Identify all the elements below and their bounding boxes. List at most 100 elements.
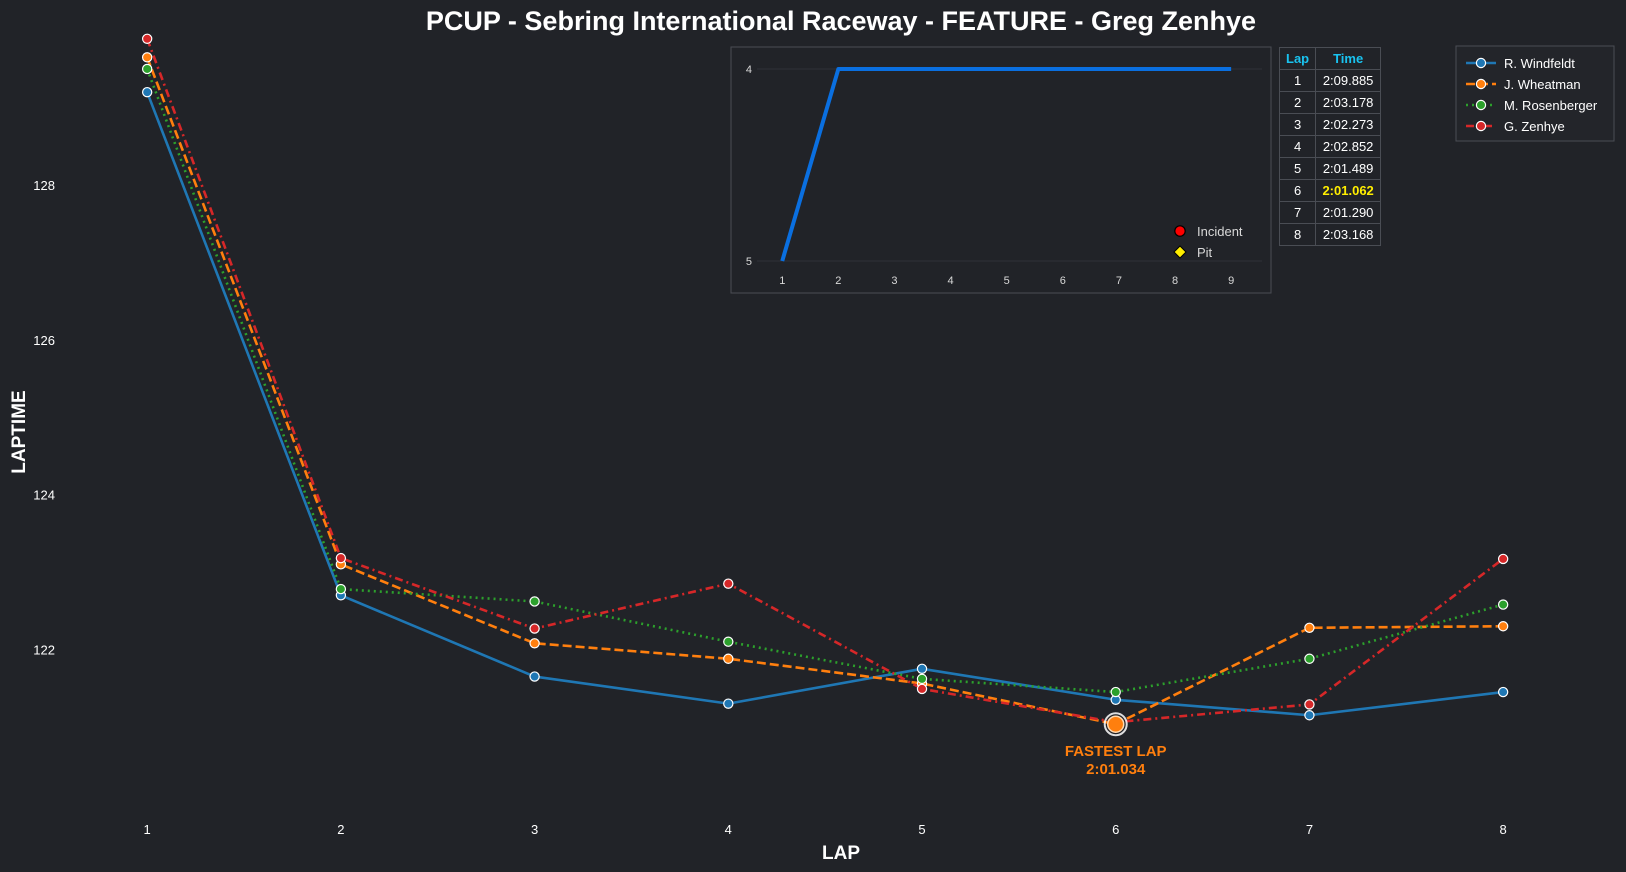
data-point <box>529 623 540 634</box>
lap-table-header: Lap Time <box>1278 47 1382 70</box>
inset-y-tick-label: 5 <box>746 256 752 268</box>
inset-legend-label: Pit <box>1197 245 1213 260</box>
data-point <box>141 86 153 98</box>
lap-number-cell: 5 <box>1278 157 1317 180</box>
x-tick-label: 1 <box>144 822 151 837</box>
legend-label: M. Rosenberger <box>1504 98 1598 113</box>
inset-x-tick-label: 7 <box>1116 275 1122 287</box>
data-point <box>529 671 540 682</box>
table-row: 2 2:03.178 <box>1278 91 1382 114</box>
legend-label: G. Zenhye <box>1504 119 1565 134</box>
y-tick-label: 124 <box>33 488 55 503</box>
inset-legend-label: Incident <box>1197 224 1243 239</box>
data-point <box>916 673 928 685</box>
lap-number-cell: 4 <box>1278 135 1317 158</box>
lap-time-cell: 2:02.852 <box>1315 135 1382 158</box>
lap-time-cell: 2:02.273 <box>1315 113 1382 136</box>
time-column-header: Time <box>1315 47 1382 70</box>
x-axis-label: LAP <box>822 843 860 864</box>
table-row: 7 2:01.290 <box>1278 201 1382 224</box>
inset-x-tick-label: 8 <box>1172 275 1178 287</box>
lap-number-cell: 8 <box>1278 223 1317 246</box>
legend-marker <box>1475 99 1487 111</box>
lap-time-cell: 2:03.178 <box>1315 91 1382 114</box>
chart-title: PCUP - Sebring International Raceway - F… <box>426 6 1256 36</box>
fastest-lap-value: 2:01.034 <box>1086 761 1146 778</box>
data-point <box>335 552 347 564</box>
inset-x-tick-label: 1 <box>779 275 785 287</box>
y-tick-label: 126 <box>33 333 55 348</box>
x-tick-label: 3 <box>531 822 538 837</box>
lap-time-cell: 2:03.168 <box>1315 223 1382 246</box>
data-point <box>1110 686 1121 698</box>
data-point <box>529 638 540 649</box>
fastest-lap-ring <box>1103 712 1128 737</box>
data-point <box>723 653 734 664</box>
inset-series-line <box>780 67 1232 262</box>
inset-frame <box>730 46 1272 294</box>
data-point <box>723 578 734 589</box>
inset-x-tick-label: 6 <box>1060 275 1066 287</box>
x-tick-label: 7 <box>1306 822 1313 837</box>
table-row: 3 2:02.273 <box>1278 113 1382 136</box>
data-point <box>1304 699 1315 710</box>
data-point <box>723 636 734 647</box>
lap-time-cell: 2:01.290 <box>1315 201 1382 224</box>
data-point <box>916 663 928 675</box>
y-tick-label: 122 <box>33 642 55 657</box>
data-point <box>141 63 153 75</box>
data-point <box>1304 622 1315 633</box>
inset-x-tick-label: 2 <box>835 275 841 287</box>
lap-table-body: 1 2:09.885 2 2:03.178 3 2:02.273 4 2:02.852 5 2:0… <box>1278 69 1382 246</box>
inset-series-lines <box>780 67 1232 262</box>
lap-number-cell: 1 <box>1278 69 1317 92</box>
lap-time-cell: 2:01.062 <box>1315 179 1382 202</box>
legend-marker <box>1475 57 1487 69</box>
data-point <box>1497 599 1509 610</box>
x-tick-label: 4 <box>725 822 732 837</box>
table-row: 4 2:02.852 <box>1278 135 1382 158</box>
position-inset-chart: 1 2 3 4 5 6 7 8 9 4 5 Incident Pit <box>730 46 1272 294</box>
lap-number-cell: 7 <box>1278 201 1317 224</box>
inset-x-tick-label: 5 <box>1004 275 1010 287</box>
lap-time-cell: 2:09.885 <box>1315 69 1382 92</box>
inset-legend: Incident Pit <box>1173 224 1243 260</box>
data-point <box>141 52 153 63</box>
data-point <box>1497 553 1509 565</box>
incident-marker-icon <box>1174 225 1186 237</box>
pit-marker-icon <box>1173 245 1187 259</box>
y-axis-label: LAPTIME <box>9 390 30 473</box>
fastest-lap-label: FASTEST LAP <box>1065 743 1167 760</box>
fastest-lap-marker <box>1106 715 1125 733</box>
lap-number-cell: 3 <box>1278 113 1317 136</box>
x-tick-label: 2 <box>337 822 344 837</box>
data-point <box>1304 710 1315 721</box>
data-point <box>1497 686 1509 698</box>
lap-column-header: Lap <box>1278 47 1317 70</box>
data-point <box>723 698 734 709</box>
series-lines <box>145 38 1504 726</box>
x-tick-label: 8 <box>1500 822 1507 837</box>
lap-number-cell: 6 <box>1278 179 1317 202</box>
legend-marker <box>1475 120 1487 132</box>
series-line <box>145 68 1504 694</box>
y-tick-label: 128 <box>33 178 55 193</box>
inset-x-tick-label: 3 <box>891 275 897 287</box>
inset-x-tick-label: 4 <box>948 275 954 287</box>
table-row: 5 2:01.489 <box>1278 157 1382 180</box>
inset-y-tick-label: 4 <box>746 64 752 76</box>
series-points <box>141 33 1509 730</box>
fastest-lap-annotation: FASTEST LAP 2:01.034 <box>1065 712 1167 778</box>
data-point <box>529 596 540 607</box>
lap-number-cell: 2 <box>1278 91 1317 114</box>
series-line <box>145 56 1504 726</box>
series-line <box>145 91 1504 717</box>
data-point <box>335 583 347 595</box>
x-tick-label: 5 <box>918 822 925 837</box>
legend-label: R. Windfeldt <box>1504 56 1575 71</box>
lap-time-cell: 2:01.489 <box>1315 157 1382 180</box>
legend: R. Windfeldt J. Wheatman M. Rosenberger G. … <box>1455 45 1615 142</box>
inset-x-tick-label: 9 <box>1228 275 1234 287</box>
